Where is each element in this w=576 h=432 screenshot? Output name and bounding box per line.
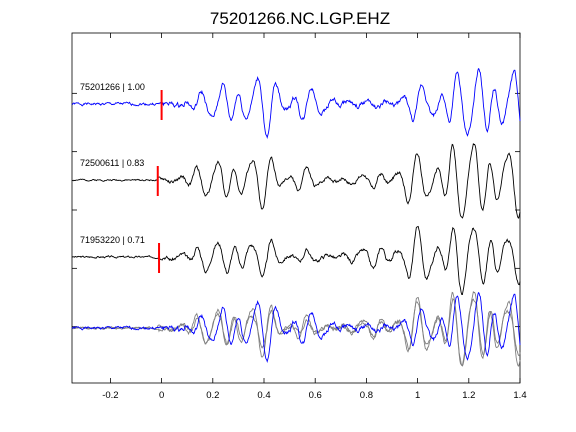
traces-group: 75201266 | 1.00 72500611 | 0.83 71953220 |… [71, 68, 521, 295]
x-tick-label: 0.2 [206, 390, 219, 401]
x-tick-label: 1.2 [462, 390, 475, 401]
x-axis: -0.2 0 0.2 0.4 0.6 0.8 1 1.2 1.4 [102, 33, 527, 401]
trace-label: 72500611 | 0.83 [80, 158, 144, 168]
x-tick-label: 0.4 [257, 390, 270, 401]
plot-frame [71, 32, 521, 384]
trace-line [71, 68, 521, 139]
x-tick-label: 0.6 [309, 390, 322, 401]
x-tick-label: 0.8 [360, 390, 373, 401]
trace-label: 75201266 | 1.00 [80, 82, 145, 92]
x-tick-label: -0.2 [102, 390, 118, 401]
x-tick-label: 1 [415, 390, 420, 401]
trace-line [71, 142, 521, 219]
x-tick-label: 0 [159, 390, 164, 401]
trace-label: 71953220 | 0.71 [80, 235, 145, 245]
chart-title: 75201266.NC.LGP.EHZ [210, 9, 390, 28]
trace-line [71, 225, 521, 295]
overlay-line [71, 296, 521, 366]
x-tick-label: 1.4 [513, 390, 526, 401]
overlay-group [71, 290, 521, 367]
overlay-line [71, 292, 521, 363]
y-ticks [72, 92, 520, 328]
